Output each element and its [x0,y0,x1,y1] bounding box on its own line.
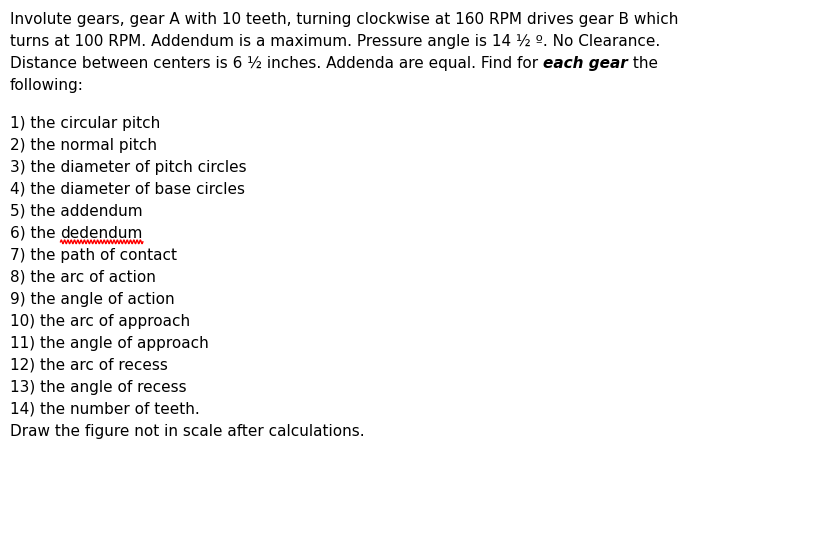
Text: each gear: each gear [543,56,628,71]
Text: 13) the angle of recess: 13) the angle of recess [10,380,187,395]
Text: dedendum: dedendum [60,226,143,241]
Text: the: the [628,56,658,71]
Text: Draw the figure not in scale after calculations.: Draw the figure not in scale after calcu… [10,424,364,439]
Text: 2) the normal pitch: 2) the normal pitch [10,138,157,153]
Text: 12) the arc of recess: 12) the arc of recess [10,358,168,373]
Text: 3) the diameter of pitch circles: 3) the diameter of pitch circles [10,160,247,175]
Text: 7) the path of contact: 7) the path of contact [10,248,177,263]
Text: 10) the arc of approach: 10) the arc of approach [10,314,190,329]
Text: Involute gears, gear A with 10 teeth, turning clockwise at 160 RPM drives gear B: Involute gears, gear A with 10 teeth, tu… [10,12,678,27]
Text: 1) the circular pitch: 1) the circular pitch [10,116,161,131]
Text: 8) the arc of action: 8) the arc of action [10,270,156,285]
Text: 4) the diameter of base circles: 4) the diameter of base circles [10,182,245,197]
Text: 9) the angle of action: 9) the angle of action [10,292,174,307]
Text: 11) the angle of approach: 11) the angle of approach [10,336,209,351]
Text: turns at 100 RPM. Addendum is a maximum. Pressure angle is 14 ½ º. No Clearance.: turns at 100 RPM. Addendum is a maximum.… [10,34,660,49]
Text: 5) the addendum: 5) the addendum [10,204,143,219]
Text: 14) the number of teeth.: 14) the number of teeth. [10,402,200,417]
Text: 6) the: 6) the [10,226,60,241]
Text: following:: following: [10,78,84,93]
Text: Distance between centers is 6 ½ inches. Addenda are equal. Find for: Distance between centers is 6 ½ inches. … [10,56,543,71]
